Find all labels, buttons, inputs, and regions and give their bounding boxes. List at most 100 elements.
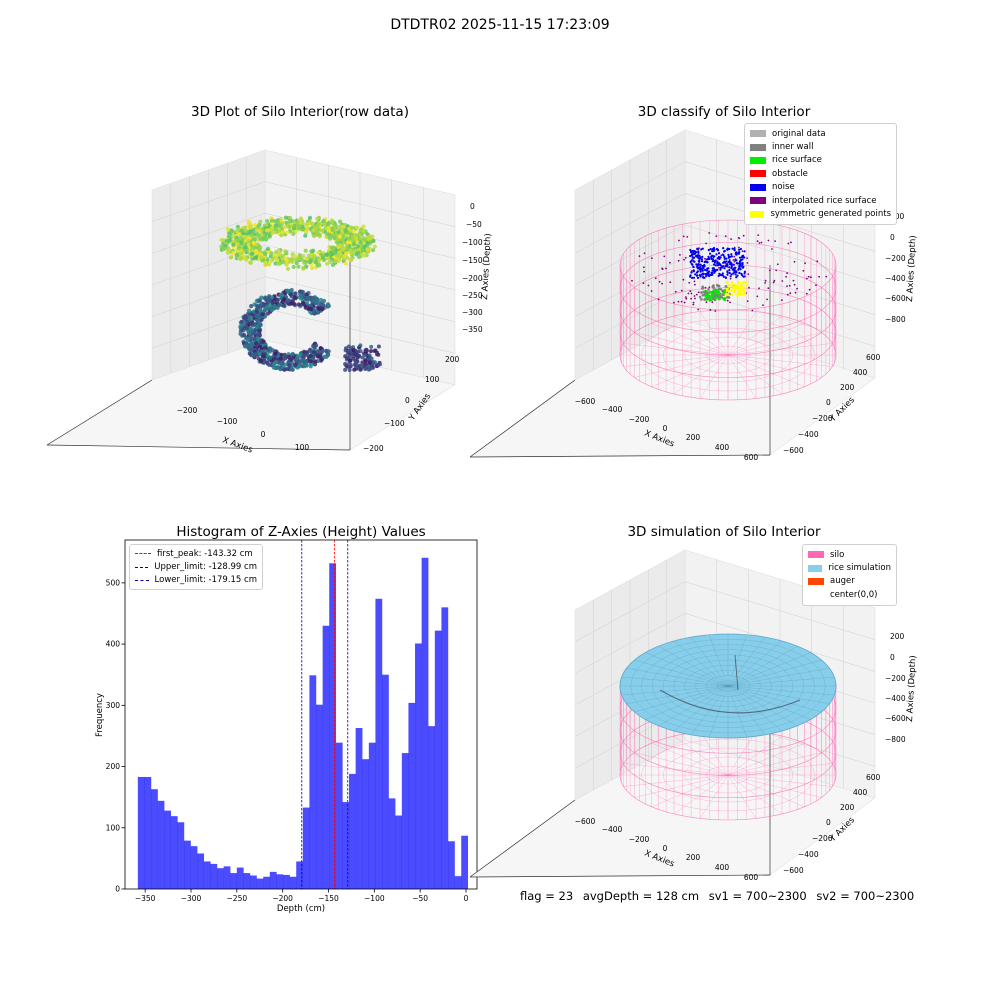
data-point xyxy=(322,257,327,262)
data-point xyxy=(312,233,317,239)
data-point xyxy=(243,245,248,250)
data-point xyxy=(356,251,361,256)
data-point xyxy=(300,227,305,232)
data-point xyxy=(239,228,244,233)
data-point xyxy=(285,230,290,235)
data-point xyxy=(326,222,331,227)
data-point xyxy=(370,234,375,239)
data-point xyxy=(236,246,241,251)
data-point xyxy=(361,224,366,229)
data-point xyxy=(250,233,255,238)
data-point xyxy=(272,252,277,257)
data-point xyxy=(355,244,361,249)
data-point xyxy=(244,250,249,255)
panel4-legend: silo rice simulation auger center(0,0) xyxy=(802,544,897,606)
data-point xyxy=(274,257,279,263)
data-point xyxy=(257,251,262,256)
data-point xyxy=(304,256,309,261)
data-point xyxy=(337,252,342,258)
data-point xyxy=(241,254,247,259)
panel4-rice-surface xyxy=(619,633,837,739)
data-point xyxy=(371,238,376,243)
data-point xyxy=(320,228,325,233)
data-point xyxy=(345,246,350,251)
data-point xyxy=(235,238,240,243)
data-point xyxy=(365,247,370,252)
data-point xyxy=(267,260,272,265)
data-point xyxy=(274,226,279,231)
data-point xyxy=(362,237,367,242)
panel4-zlabel: Z Axies (Depth) xyxy=(905,655,918,722)
data-point xyxy=(228,255,234,260)
data-point xyxy=(319,252,324,257)
p4-xtick: 400 xyxy=(715,863,730,872)
data-point xyxy=(284,220,289,225)
data-point xyxy=(290,259,295,264)
data-point xyxy=(302,260,307,265)
data-point xyxy=(292,254,297,259)
data-point xyxy=(251,245,256,250)
data-point xyxy=(219,237,224,243)
data-point xyxy=(334,232,339,237)
data-point xyxy=(227,234,232,239)
legend-item: rice simulation xyxy=(808,561,891,574)
data-point xyxy=(222,246,227,251)
data-point xyxy=(344,251,349,256)
data-point xyxy=(330,262,336,267)
axis-line xyxy=(46,444,351,451)
panel1-axes-box xyxy=(45,149,456,451)
data-point xyxy=(349,251,354,256)
data-point xyxy=(358,240,363,245)
data-point xyxy=(309,221,314,226)
p4-ztick: −600 xyxy=(885,714,906,723)
axis-line xyxy=(46,379,153,446)
data-point xyxy=(296,264,301,269)
p4-ztick: −400 xyxy=(885,694,906,703)
data-point xyxy=(328,236,333,241)
legend-item: silo xyxy=(808,548,891,561)
data-point xyxy=(273,261,278,266)
panel4-z-ticks: 200 0 −200 −400 −600 −800 xyxy=(885,632,906,744)
data-point xyxy=(332,236,337,241)
data-point xyxy=(307,215,313,220)
data-point xyxy=(294,260,299,265)
data-point xyxy=(325,226,330,231)
data-point xyxy=(265,219,270,224)
data-point xyxy=(285,266,291,271)
data-point xyxy=(317,232,322,237)
data-point xyxy=(274,230,279,235)
p4-ytick: 600 xyxy=(866,773,881,782)
data-point xyxy=(287,224,292,229)
data-point xyxy=(345,240,351,245)
data-point xyxy=(316,262,321,267)
data-point xyxy=(264,231,269,236)
data-point xyxy=(338,219,343,224)
data-point xyxy=(239,241,244,246)
data-point xyxy=(270,226,275,231)
data-point xyxy=(269,251,274,256)
data-point xyxy=(264,237,269,242)
flag-text: flag = 23 xyxy=(520,889,574,903)
data-point xyxy=(343,261,348,266)
data-point xyxy=(336,258,342,263)
data-point xyxy=(280,230,285,235)
p4-ztick: 200 xyxy=(890,632,905,641)
data-point xyxy=(303,233,308,238)
data-point xyxy=(287,215,293,221)
data-point xyxy=(275,219,280,224)
data-point xyxy=(248,225,253,230)
legend-swatch xyxy=(808,577,824,585)
data-point xyxy=(277,251,283,256)
panel1-points xyxy=(219,215,382,372)
data-point xyxy=(295,221,300,226)
data-point xyxy=(328,259,333,264)
data-point xyxy=(303,248,308,253)
data-point xyxy=(282,225,288,230)
data-point xyxy=(340,244,345,249)
data-point xyxy=(311,228,316,233)
data-point xyxy=(265,246,271,251)
data-point xyxy=(329,250,334,255)
data-point xyxy=(235,253,240,258)
data-point xyxy=(248,229,253,234)
